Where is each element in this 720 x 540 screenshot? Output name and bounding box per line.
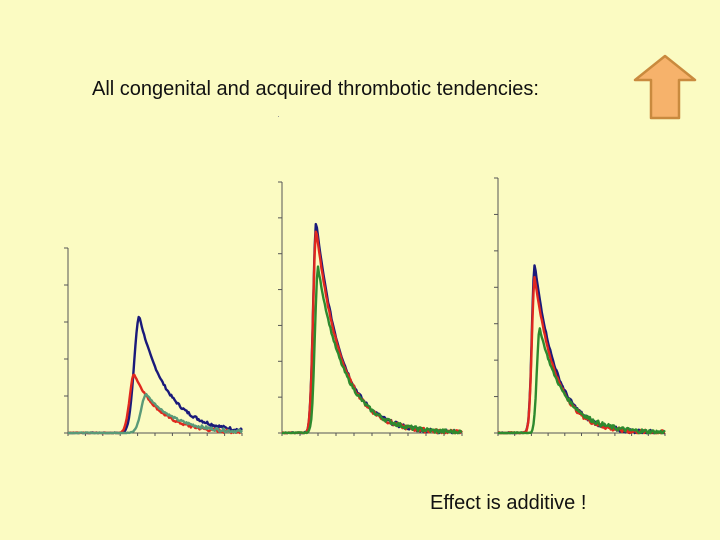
slide-footer: Effect is additive ! xyxy=(430,492,587,514)
series-line-3 xyxy=(281,265,463,435)
up-arrow-icon xyxy=(633,54,697,120)
series-line-3 xyxy=(67,393,244,435)
series-line-1 xyxy=(67,315,243,435)
series-line-1 xyxy=(497,264,666,435)
panel-left xyxy=(64,247,244,436)
panel-middle xyxy=(278,181,463,436)
panel-right xyxy=(494,177,666,436)
stray-dot xyxy=(278,116,279,117)
series-line-2 xyxy=(281,230,463,435)
series-line-1 xyxy=(281,222,463,435)
slide-title: All congenital and acquired thrombotic t… xyxy=(92,78,539,100)
series-line-2 xyxy=(497,276,666,435)
series-line-3 xyxy=(497,327,666,435)
